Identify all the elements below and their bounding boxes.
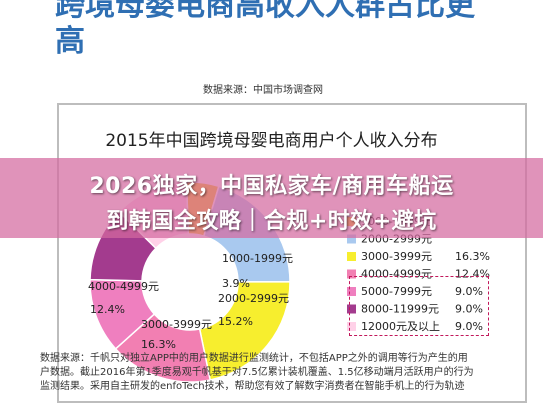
legend-label: 5000-7999元	[361, 285, 432, 298]
promo-banner[interactable]	[0, 158, 543, 238]
headline: 跨境母婴电商高收入人群占比更 高	[55, 0, 525, 60]
source-note: 数据来源：中国市场调查网	[203, 85, 323, 96]
legend-value: 16.3%	[455, 250, 490, 263]
headline-line2: 高	[55, 24, 85, 59]
headline-line1: 跨境母婴电商高收入人群占比更	[55, 0, 475, 23]
legend-highlight-box	[349, 276, 489, 336]
slice-category-label: 1000-1999元	[222, 252, 293, 265]
slice-category-label: 2000-2999元	[218, 292, 289, 305]
footer-line: 数据来源：千帆只对独立APP中的用户数据进行监测统计，不包括APP之外的调用等行…	[40, 353, 468, 364]
legend-label: 3000-3999元	[361, 250, 432, 263]
legend-swatch	[347, 287, 356, 296]
slice-category-label: 3000-3999元	[141, 318, 212, 331]
legend-swatch	[347, 269, 356, 279]
legend-swatch	[347, 304, 356, 314]
slice-category-label: 4000-4999元	[88, 280, 159, 293]
pie-slice-3	[198, 281, 291, 381]
legend-value: 9.0%	[455, 303, 483, 316]
slice-value-label: 3.9%	[222, 277, 250, 290]
legend-value: 9.0%	[455, 285, 483, 298]
slice-value-label: 16.3%	[141, 338, 176, 351]
legend-value: 12.4%	[455, 268, 490, 281]
legend-label: 4000-4999元	[361, 268, 432, 281]
footer-note: 数据来源：千帆只对独立APP中的用户数据进行监测统计，不包括APP之外的调用等行…	[40, 352, 530, 394]
footer-line: 监测结果。采用自主研发的enfoTech技术，帮助您有效了解数字消费者在智能手机…	[40, 381, 465, 392]
banner-text-line2[interactable]: 到韩国全攻略｜合规+时效+避坑	[106, 209, 437, 234]
slice-value-label: 15.2%	[218, 315, 253, 328]
footer-line: 户数据。截止2016年第1季度易观千帆基于对7.5亿累计装机覆盖、1.5亿移动端…	[40, 367, 474, 378]
banner-text-line1[interactable]: 2026独家，中国私家车/商用车船运	[89, 174, 454, 199]
legend-label: 8000-11999元	[361, 303, 439, 316]
slice-value-label: 12.4%	[90, 303, 125, 316]
chart-title: 2015年中国跨境母婴电商用户个人收入分布	[105, 131, 438, 151]
legend-swatch	[347, 252, 356, 261]
legend-swatch	[347, 234, 356, 244]
legend-label: 12000元及以上	[361, 320, 440, 333]
legend-swatch	[347, 322, 356, 331]
legend-value: 9.0%	[455, 320, 483, 333]
